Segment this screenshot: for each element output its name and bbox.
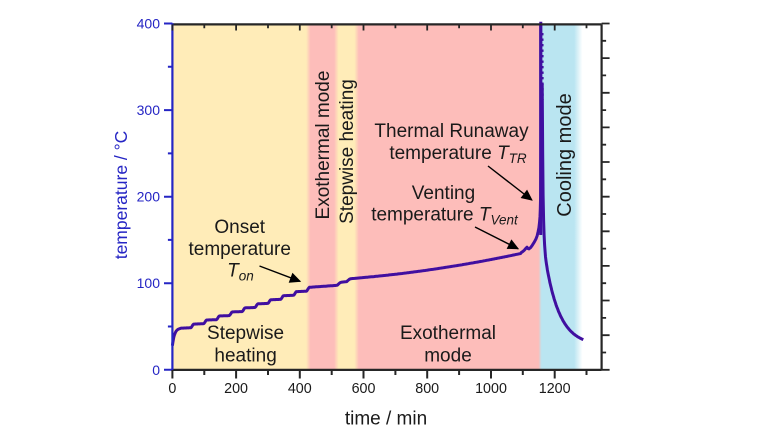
svg-text:temperature TVent: temperature TVent (371, 205, 519, 228)
svg-text:0: 0 (152, 362, 160, 378)
svg-text:Exothermal: Exothermal (400, 323, 496, 344)
svg-text:200: 200 (224, 381, 248, 397)
svg-text:temperature / °C: temperature / °C (111, 131, 131, 260)
svg-text:mode: mode (424, 346, 472, 367)
svg-text:1000: 1000 (475, 381, 507, 397)
svg-text:100: 100 (137, 275, 161, 291)
svg-text:0: 0 (168, 381, 176, 397)
svg-text:temperature: temperature (188, 239, 290, 260)
svg-text:800: 800 (415, 381, 439, 397)
svg-text:Exothermal mode: Exothermal mode (313, 71, 334, 220)
svg-text:1200: 1200 (539, 381, 571, 397)
svg-text:Stepwise heating: Stepwise heating (337, 79, 358, 224)
svg-text:temperature TTR: temperature TTR (389, 143, 527, 166)
svg-text:600: 600 (352, 381, 376, 397)
svg-text:Venting: Venting (412, 183, 475, 204)
svg-text:Ton: Ton (227, 261, 254, 284)
svg-text:Thermal Runaway: Thermal Runaway (374, 121, 529, 142)
svg-text:Onset: Onset (214, 217, 265, 238)
svg-text:Stepwise: Stepwise (207, 323, 284, 344)
svg-text:300: 300 (137, 102, 161, 118)
svg-text:400: 400 (288, 381, 312, 397)
svg-text:400: 400 (137, 16, 161, 32)
svg-text:time / min: time / min (345, 409, 427, 430)
svg-text:200: 200 (137, 189, 161, 205)
svg-text:Cooling mode: Cooling mode (554, 93, 576, 216)
svg-text:heating: heating (214, 346, 276, 367)
